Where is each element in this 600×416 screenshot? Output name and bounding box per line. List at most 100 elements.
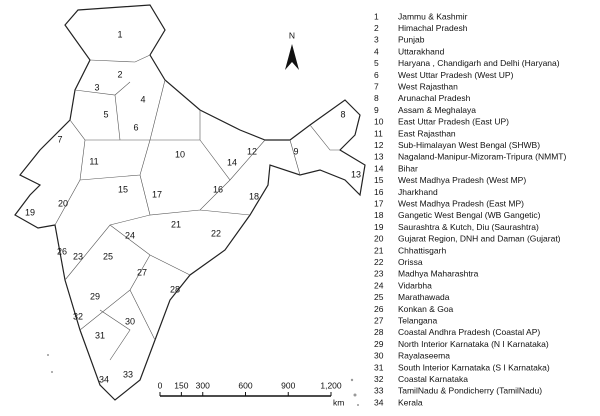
region-label: 31 (95, 330, 105, 340)
legend-name: Sub-Himalayan West Bengal (SHWB) (398, 140, 540, 150)
region-label: 21 (171, 219, 181, 229)
legend-number: 14 (374, 163, 384, 173)
legend-number: 20 (374, 234, 384, 244)
region-label: 16 (213, 184, 223, 194)
legend-name: Saurashtra & Kutch, Diu (Saurashtra) (398, 222, 539, 232)
legend-name: Rayalaseema (398, 351, 450, 361)
region-label: 26 (57, 246, 67, 256)
scale-tick-label: 1,200 (320, 380, 342, 390)
region-label: 24 (125, 230, 135, 240)
legend-number: 31 (374, 362, 384, 372)
region-label: 33 (123, 369, 133, 379)
legend-name: North Interior Karnataka (N I Karnataka) (398, 339, 549, 349)
region-label: 13 (351, 169, 361, 179)
legend-name: Uttarakhand (398, 46, 445, 56)
legend-number: 29 (374, 339, 384, 349)
legend-number: 10 (374, 117, 384, 127)
legend-name: Coastal Andhra Pradesh (Coastal AP) (398, 327, 540, 337)
legend-name: West Rajasthan (398, 81, 458, 91)
region-borders (54, 54, 340, 361)
region-label: 30 (125, 316, 135, 326)
scale-tick-label: 300 (196, 380, 210, 390)
scale-unit: km (333, 397, 344, 407)
legend-number: 32 (374, 374, 384, 384)
legend-name: West Uttar Pradesh (West UP) (398, 70, 514, 80)
region-label: 1 (117, 29, 122, 39)
legend-number: 27 (374, 315, 384, 325)
legend-number: 8 (374, 93, 379, 103)
legend-name: Haryana , Chandigarh and Delhi (Haryana) (398, 58, 560, 68)
legend-number: 22 (374, 257, 384, 267)
region-label: 7 (57, 134, 62, 144)
legend-name: Jharkhand (398, 187, 438, 197)
region-label: 34 (99, 374, 109, 384)
legend-name: Himachal Pradesh (398, 23, 468, 33)
legend-number: 4 (374, 46, 379, 56)
legend-name: Coastal Karnataka (398, 374, 468, 384)
region-label: 6 (133, 122, 138, 132)
legend-name: Madhya Maharashtra (398, 269, 479, 279)
region-label: 5 (103, 109, 108, 119)
region-label: 8 (340, 109, 345, 119)
scale-tick-label: 900 (281, 380, 295, 390)
legend-name: Chhattisgarh (398, 245, 446, 255)
legend-name: Assam & Meghalaya (398, 105, 476, 115)
legend-number: 15 (374, 175, 384, 185)
legend-name: TamilNadu & Pondicherry (TamilNadu) (398, 386, 542, 396)
legend-number: 18 (374, 210, 384, 220)
region-label: 10 (175, 149, 185, 159)
legend-name: Nagaland-Manipur-Mizoram-Tripura (NMMT) (398, 152, 566, 162)
scale-tick-label: 150 (174, 380, 188, 390)
legend-number: 7 (374, 81, 379, 91)
scale-bar: 0 150 300 600 900 1,200 km (158, 380, 345, 407)
region-label: 15 (118, 184, 128, 194)
region-label: 4 (140, 94, 145, 104)
region-label: 27 (137, 267, 147, 277)
scale-tick-label: 600 (238, 380, 252, 390)
legend-number: 11 (374, 128, 383, 138)
legend-name: East Rajasthan (398, 128, 456, 138)
legend-number: 16 (374, 187, 384, 197)
legend-name: Konkan & Goa (398, 304, 454, 314)
legend: 1 Jammu & Kashmir 2 Himachal Pradesh 3 Punjab… (374, 11, 566, 407)
region-label: 14 (227, 157, 237, 167)
region-label: 19 (25, 207, 35, 217)
legend-number: 1 (374, 11, 379, 21)
north-arrow: N (285, 30, 299, 70)
legend-name: East Uttar Pradesh (East UP) (398, 117, 509, 127)
legend-number: 9 (374, 105, 379, 115)
legend-name: Orissa (398, 257, 423, 267)
legend-name: Jammu & Kashmir (398, 11, 468, 21)
legend-number: 24 (374, 280, 384, 290)
islands (47, 354, 359, 406)
legend-number: 13 (374, 152, 384, 162)
legend-number: 30 (374, 351, 384, 361)
legend-name: Punjab (398, 35, 425, 45)
legend-number: 19 (374, 222, 384, 232)
region-label: 25 (103, 251, 113, 261)
legend-name: West Madhya Pradesh (East MP) (398, 198, 524, 208)
region-label: 29 (90, 291, 100, 301)
legend-name: Gangetic West Bengal (WB Gangetic) (398, 210, 541, 220)
legend-number: 3 (374, 35, 379, 45)
legend-name: Gujarat Region, DNH and Daman (Gujarat) (398, 234, 561, 244)
legend-number: 5 (374, 58, 379, 68)
region-label: 2 (117, 69, 122, 79)
region-label: 23 (73, 251, 83, 261)
legend-name: Vidarbha (398, 280, 432, 290)
legend-number: 17 (374, 198, 384, 208)
legend-number: 34 (374, 397, 384, 407)
legend-name: Telangana (398, 315, 438, 325)
legend-name: South Interior Karnataka (S I Karnataka) (398, 362, 550, 372)
region-label: 12 (247, 146, 257, 156)
scale-tick-label: 0 (158, 380, 163, 390)
region-label: 11 (89, 156, 98, 166)
north-label: N (289, 30, 295, 40)
region-label: 20 (58, 198, 68, 208)
region-label: 32 (73, 311, 83, 321)
region-label: 3 (94, 82, 99, 92)
legend-name: Bihar (398, 163, 418, 173)
region-label: 17 (152, 189, 162, 199)
